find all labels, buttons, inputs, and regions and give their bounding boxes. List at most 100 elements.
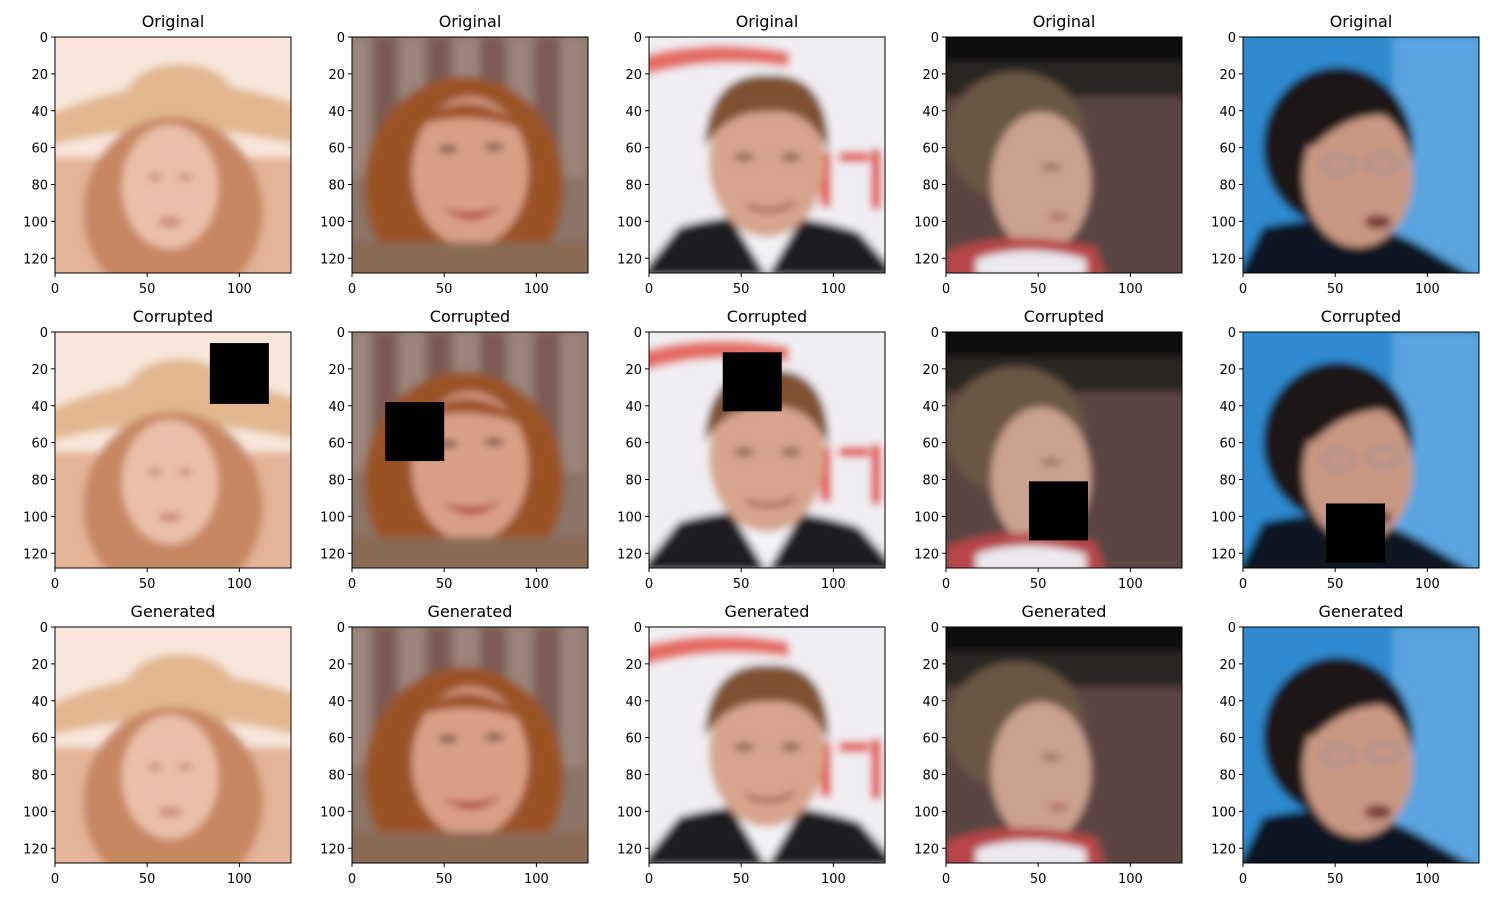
y-tick-label: 120 [320,842,345,857]
y-tick-label: 20 [922,68,939,83]
x-tick-label: 100 [227,577,252,592]
y-tick-label: 60 [922,732,939,747]
panel-title: Corrupted [1321,307,1401,326]
x-tick-label: 50 [139,872,156,887]
panel-generated-2: Generated 0 50 100 0 20 40 60 80 100 120 [320,602,589,887]
y-tick-label: 60 [625,437,642,452]
y-tick-label: 80 [31,474,48,489]
axes-frame [1242,626,1480,864]
face-image [1243,627,1479,863]
y-tick-label: 60 [1219,142,1236,157]
face-image [352,332,588,568]
corruption-mask [1325,503,1385,563]
y-tick-label: 120 [1211,842,1236,857]
panel-generated-5: Generated 0 50 100 0 20 40 60 80 100 120 [1211,602,1480,887]
x-tick-label: 100 [821,577,846,592]
y-tick-label: 100 [23,805,48,820]
y-tick-label: 0 [931,621,939,636]
y-tick-label: 0 [1228,326,1236,341]
y-tick-label: 120 [23,842,48,857]
face-image [1243,332,1479,568]
panel-title: Generated [428,602,513,621]
face-image [1243,37,1479,273]
y-tick-label: 100 [23,510,48,525]
x-tick-label: 50 [436,282,453,297]
y-tick-label: 40 [625,400,642,415]
x-tick-label: 100 [227,282,252,297]
y-tick-label: 60 [1219,732,1236,747]
x-tick-label: 0 [348,872,356,887]
y-tick-label: 120 [914,547,939,562]
x-tick-label: 0 [942,872,950,887]
y-tick-label: 20 [1219,68,1236,83]
x-tick-label: 100 [524,872,549,887]
x-tick-label: 50 [1327,872,1344,887]
corruption-mask [209,343,269,404]
y-tick-label: 80 [328,179,345,194]
y-tick-label: 120 [23,252,48,267]
y-tick-label: 120 [1211,547,1236,562]
y-tick-label: 20 [31,68,48,83]
y-tick-label: 80 [1219,179,1236,194]
face-image [352,37,588,273]
panel-original-5: Original 0 50 100 0 20 40 60 80 100 120 [1211,12,1480,297]
y-tick-label: 60 [328,437,345,452]
y-tick-label: 40 [31,695,48,710]
y-tick-label: 120 [617,547,642,562]
x-tick-label: 0 [645,282,653,297]
axes-frame [945,626,1183,864]
x-tick-label: 50 [1327,577,1344,592]
y-tick-label: 120 [914,842,939,857]
y-tick-label: 80 [1219,474,1236,489]
y-tick-label: 80 [922,474,939,489]
panel-title: Original [439,12,502,31]
y-tick-label: 80 [625,474,642,489]
face-image [55,37,291,273]
y-tick-label: 40 [328,400,345,415]
panel-title: Original [142,12,205,31]
x-tick-label: 100 [821,282,846,297]
axes-frame [648,626,886,864]
y-tick-label: 120 [617,252,642,267]
axes-frame [54,626,292,864]
panel-title: Generated [1022,602,1107,621]
y-tick-label: 0 [40,326,48,341]
y-tick-label: 100 [1211,510,1236,525]
y-tick-label: 80 [1219,769,1236,784]
y-tick-label: 20 [328,68,345,83]
x-tick-label: 100 [821,872,846,887]
y-tick-label: 20 [625,68,642,83]
y-tick-label: 100 [617,215,642,230]
y-tick-label: 20 [922,363,939,378]
y-tick-label: 100 [914,215,939,230]
y-tick-label: 0 [1228,621,1236,636]
y-tick-label: 60 [625,732,642,747]
y-tick-label: 40 [922,695,939,710]
y-tick-label: 0 [1228,31,1236,46]
y-tick-label: 20 [1219,658,1236,673]
corruption-mask [722,352,782,412]
y-tick-label: 120 [914,252,939,267]
y-tick-label: 20 [1219,363,1236,378]
panel-corrupted-1: Corrupted 0 50 100 0 20 40 60 80 100 120 [23,307,292,592]
panel-title: Corrupted [430,307,510,326]
x-tick-label: 100 [1415,577,1440,592]
x-tick-label: 50 [733,577,750,592]
panel-corrupted-3: Corrupted 0 50 100 0 20 40 60 80 100 120 [617,307,886,592]
y-tick-label: 80 [328,769,345,784]
panel-title: Corrupted [133,307,213,326]
x-tick-label: 0 [348,282,356,297]
y-tick-label: 60 [1219,437,1236,452]
axes-frame [1242,36,1480,274]
y-tick-label: 100 [320,215,345,230]
x-tick-label: 100 [1118,577,1143,592]
y-tick-label: 0 [634,326,642,341]
y-tick-label: 80 [922,179,939,194]
axes-frame [54,331,292,569]
x-tick-label: 50 [1327,282,1344,297]
y-tick-label: 0 [337,326,345,341]
y-tick-label: 0 [634,621,642,636]
y-tick-label: 60 [922,437,939,452]
panel-title: Generated [1319,602,1404,621]
